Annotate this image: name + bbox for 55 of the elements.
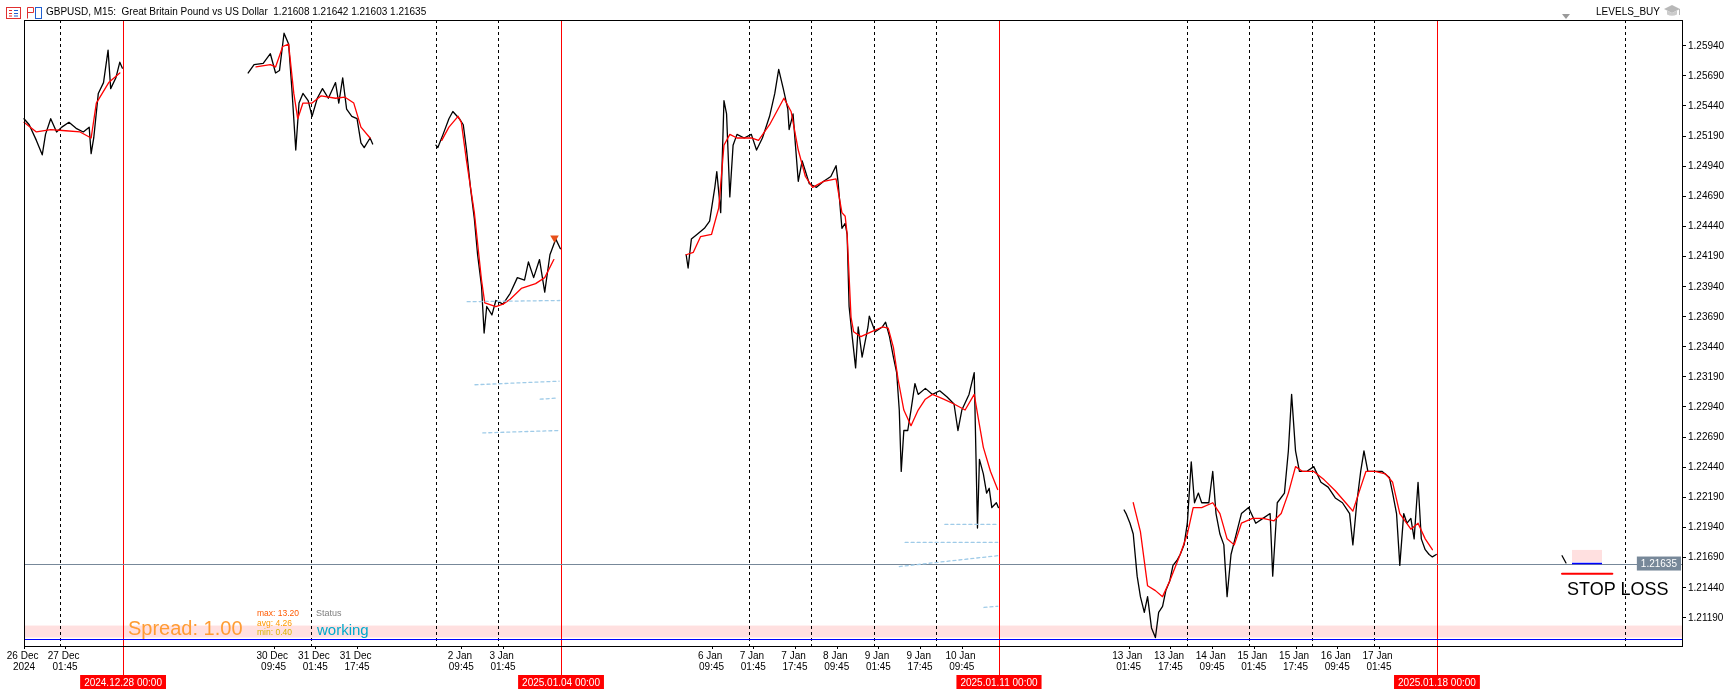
y-tick-label: 1.25440 xyxy=(1688,99,1725,111)
x-tick-label: 7 Jan 17:45 xyxy=(781,650,809,672)
x-tick-label: 30 Dec 09:45 xyxy=(256,650,291,672)
y-tick-label: 1.22440 xyxy=(1688,461,1725,473)
y-tick-label: 1.24940 xyxy=(1688,160,1725,172)
y-tick-label: 1.21940 xyxy=(1688,521,1725,533)
x-tick-label: 7 Jan 01:45 xyxy=(739,650,767,672)
x-tick-label: 13 Jan 01:45 xyxy=(1112,650,1146,672)
x-tick-label: 3 Jan 01:45 xyxy=(489,650,517,672)
x-tick-label: 31 Dec 01:45 xyxy=(298,650,333,672)
x-tick-label: 27 Dec 01:45 xyxy=(47,650,83,672)
y-tick-label: 1.25940 xyxy=(1688,39,1725,51)
y-tick-label: 1.21190 xyxy=(1688,611,1724,623)
x-tick-label: 10 Jan 09:45 xyxy=(945,650,979,672)
y-tick-label: 1.25690 xyxy=(1688,69,1725,81)
y-tick-label: 1.23940 xyxy=(1688,280,1725,292)
x-tick-label: 6 Jan 09:45 xyxy=(697,650,726,672)
y-tick-label: 1.24440 xyxy=(1688,220,1725,232)
x-tick-label: 26 Dec 2024 xyxy=(6,650,42,672)
annotation: working xyxy=(316,621,369,638)
ref-line-label: 2025.01.11 00:00 xyxy=(960,676,1038,688)
y-tick-label: 1.24690 xyxy=(1688,190,1725,202)
y-tick-label: 1.25190 xyxy=(1688,130,1725,142)
y-tick-label: 1.22940 xyxy=(1688,400,1725,412)
ref-line-label: 2024.12.28 00:00 xyxy=(84,676,163,688)
x-tick-label: 2 Jan 09:45 xyxy=(447,650,475,672)
x-tick-label: 9 Jan 01:45 xyxy=(864,650,893,672)
y-tick-label: 1.21440 xyxy=(1688,581,1725,593)
annotation: max: 13.20 xyxy=(257,608,300,618)
text: LEVELS_BUY xyxy=(1596,6,1661,17)
y-tick-label: 1.23690 xyxy=(1688,310,1725,322)
series-label: STOP LOSS xyxy=(1567,578,1669,599)
x-tick-label: 13 Jan 17:45 xyxy=(1153,650,1187,672)
x-tick-label: 15 Jan 17:45 xyxy=(1279,650,1312,672)
y-tick-label: 1.22690 xyxy=(1688,431,1725,443)
y-tick-label: 1.21690 xyxy=(1688,551,1725,563)
x-tick-label: 16 Jan 09:45 xyxy=(1320,650,1354,672)
ref-line-label: 2025.01.18 00:00 xyxy=(1398,676,1477,688)
y-tick-label: 1.23190 xyxy=(1688,370,1725,382)
chart-title: GBPUSD, M15: Great Britain Pound vs US Dollar 1.21608 1.21642 1.21603 1.21635 xyxy=(46,6,427,17)
y-tick-label: 1.24190 xyxy=(1688,250,1725,262)
annotation: avg: 4.26 xyxy=(257,617,293,628)
annotation: Status xyxy=(316,608,343,618)
ref-line-label: 2025.01.04 00:00 xyxy=(522,676,601,688)
x-tick-label: 14 Jan 09:45 xyxy=(1195,650,1229,672)
ref-line-label: 1.21635 xyxy=(1640,558,1678,570)
x-tick-label: 31 Dec 17:45 xyxy=(339,650,375,672)
x-tick-label: 8 Jan 09:45 xyxy=(823,650,851,672)
x-tick-label: 9 Jan 17:45 xyxy=(906,650,934,672)
annotation: Spread: 1.00 xyxy=(128,617,243,639)
y-tick-label: 1.22190 xyxy=(1688,491,1725,503)
x-tick-label: 17 Jan 01:45 xyxy=(1362,650,1396,672)
annotation: min: 0.40 xyxy=(257,627,293,637)
x-tick-label: 15 Jan 01:45 xyxy=(1237,650,1271,672)
y-tick-label: 1.23440 xyxy=(1688,340,1725,352)
